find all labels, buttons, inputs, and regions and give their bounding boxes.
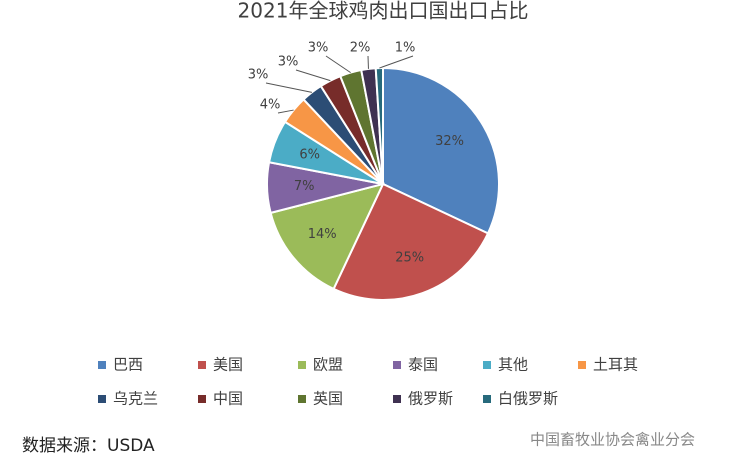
source: 数据来源：USDA — [22, 436, 155, 456]
data-label: 1% — [395, 41, 416, 56]
data-label: 2% — [350, 41, 371, 56]
legend-label: 白俄罗斯 — [498, 390, 558, 408]
pie-slice — [382, 66, 500, 235]
data-label: 3% — [308, 41, 329, 56]
legend-swatch — [198, 361, 206, 369]
legend-label: 其他 — [498, 356, 528, 374]
legend-swatch — [198, 395, 206, 403]
leader-line — [379, 55, 414, 69]
legend-swatch — [393, 361, 401, 369]
legend-label: 俄罗斯 — [408, 390, 453, 408]
legend-label: 土耳其 — [593, 356, 638, 374]
data-label: 6% — [299, 147, 320, 162]
leader-line — [295, 69, 331, 82]
leader-line — [277, 109, 294, 114]
pie-slice — [332, 182, 490, 301]
watermark: 中国畜牧业协会禽业分会 — [530, 431, 695, 449]
data-label: 3% — [278, 55, 299, 70]
legend-swatch — [298, 395, 306, 403]
data-label: 14% — [308, 227, 337, 242]
legend-label: 泰国 — [408, 356, 438, 374]
legend-swatch — [98, 361, 106, 369]
legend-label: 中国 — [213, 390, 243, 408]
pie-slice — [374, 66, 384, 185]
legend-label: 英国 — [313, 390, 343, 408]
legend-label: 欧盟 — [313, 356, 343, 374]
legend-swatch — [98, 395, 106, 403]
data-label: 4% — [260, 98, 281, 113]
legend-swatch — [578, 361, 586, 369]
data-label: 25% — [395, 251, 424, 266]
legend-swatch — [483, 395, 491, 403]
chart-title: 2021年全球鸡肉出口国出口占比 — [238, 0, 529, 23]
legend-label: 巴西 — [113, 356, 143, 374]
legend-label: 美国 — [213, 356, 243, 374]
data-label: 32% — [435, 134, 464, 149]
legend-swatch — [298, 361, 306, 369]
pie-slice — [269, 182, 385, 291]
leader-line — [265, 82, 313, 93]
legend-label: 乌克兰 — [113, 390, 158, 408]
legend-swatch — [483, 361, 491, 369]
data-label: 7% — [294, 179, 315, 194]
data-label: 3% — [248, 68, 269, 83]
legend-swatch — [393, 395, 401, 403]
leader-line — [325, 55, 351, 74]
